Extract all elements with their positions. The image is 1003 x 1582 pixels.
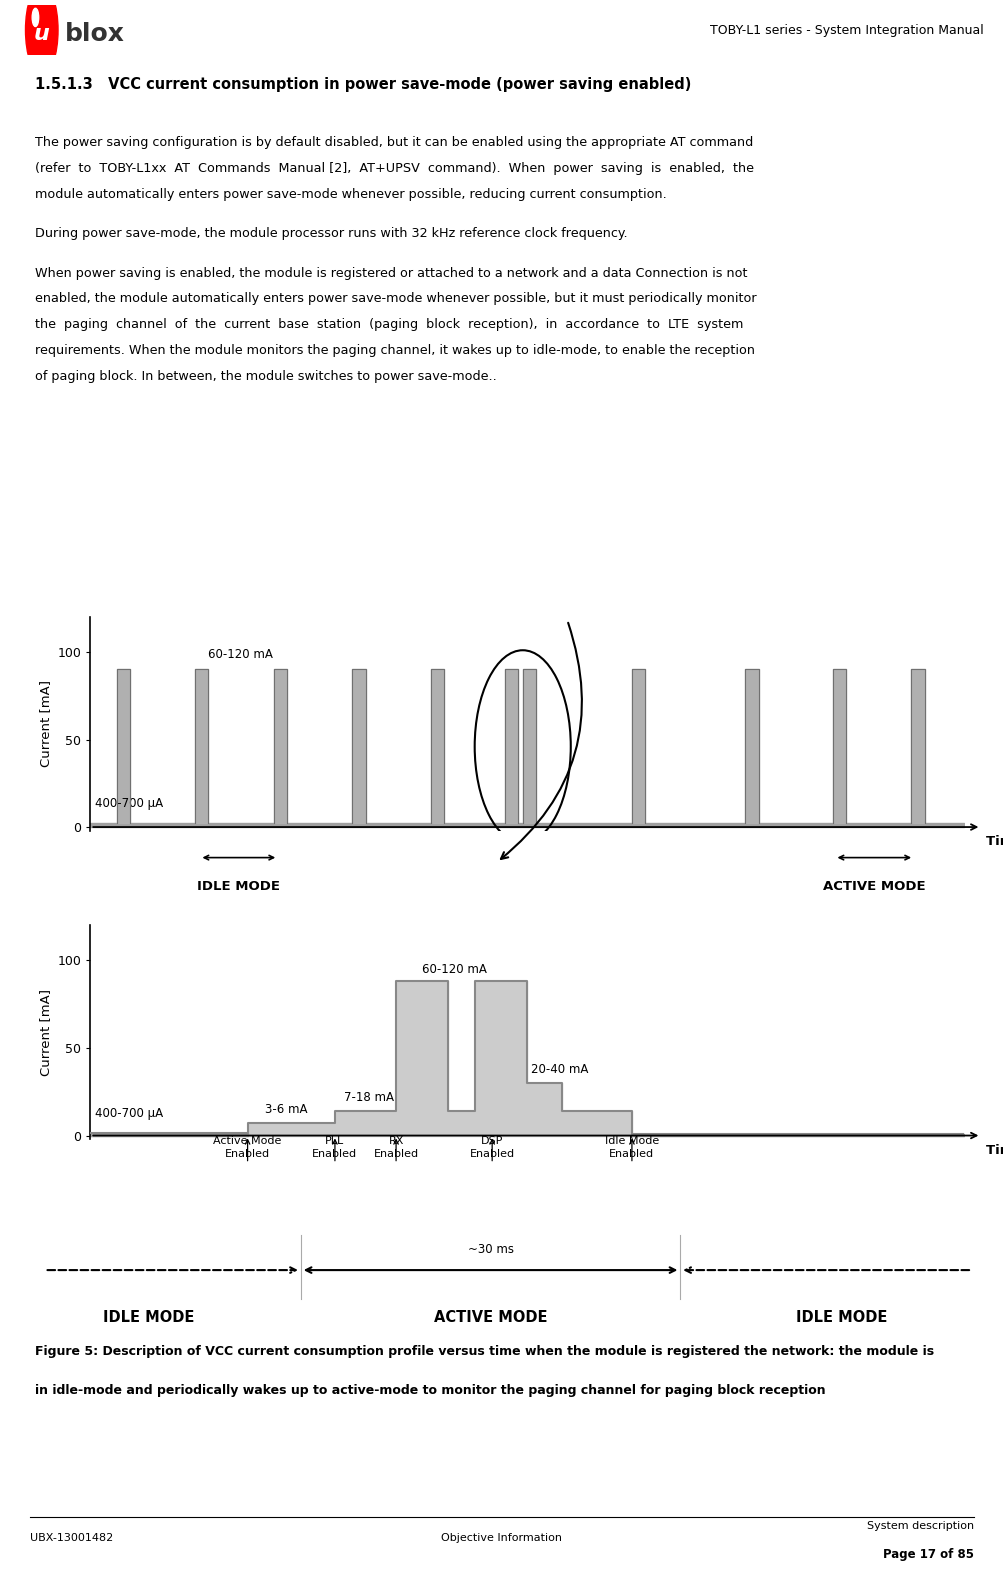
Text: the  paging  channel  of  the  current  base  station  (paging  block  reception: the paging channel of the current base s… xyxy=(35,318,743,331)
Polygon shape xyxy=(744,669,758,823)
Text: blox: blox xyxy=(65,22,125,46)
Polygon shape xyxy=(631,669,644,823)
Polygon shape xyxy=(523,669,536,823)
Text: in idle-mode and periodically wakes up to active-mode to monitor the paging chan: in idle-mode and periodically wakes up t… xyxy=(35,1384,824,1397)
Text: 400-700 µA: 400-700 µA xyxy=(94,1107,162,1120)
Text: Time [s]: Time [s] xyxy=(985,835,1003,848)
Text: Idle Mode
Enabled: Idle Mode Enabled xyxy=(604,1136,658,1158)
Circle shape xyxy=(32,8,39,27)
Text: DSP
Enabled: DSP Enabled xyxy=(469,1136,515,1158)
Text: enabled, the module automatically enters power save-mode whenever possible, but : enabled, the module automatically enters… xyxy=(35,293,756,305)
Text: The power saving configuration is by default disabled, but it can be enabled usi: The power saving configuration is by def… xyxy=(35,136,752,149)
Text: Objective Information: Objective Information xyxy=(441,1533,562,1542)
Text: module automatically enters power save-mode whenever possible, reducing current : module automatically enters power save-m… xyxy=(35,188,666,201)
Text: 0.44-2.09 s: 0.44-2.09 s xyxy=(206,924,272,937)
Text: (refer  to  TOBY-L1xx  AT  Commands  Manual [2],  AT+UPSV  command).  When  powe: (refer to TOBY-L1xx AT Commands Manual [… xyxy=(35,163,753,176)
Polygon shape xyxy=(430,669,443,823)
Text: Page 17 of 85: Page 17 of 85 xyxy=(882,1549,973,1561)
Text: 7-18 mA: 7-18 mA xyxy=(343,1092,393,1104)
Text: IDLE MODE: IDLE MODE xyxy=(795,1310,887,1324)
Text: RX
Enabled: RX Enabled xyxy=(373,1136,418,1158)
Text: 20-40 mA: 20-40 mA xyxy=(531,1063,588,1076)
Y-axis label: Current [mA]: Current [mA] xyxy=(39,680,52,767)
Circle shape xyxy=(25,0,58,76)
Text: PLL
Enabled: PLL Enabled xyxy=(312,1136,357,1158)
Text: ~30 ms: ~30 ms xyxy=(467,1243,514,1256)
Text: During power save-mode, the module processor runs with 32 kHz reference clock fr: During power save-mode, the module proce… xyxy=(35,228,627,240)
Text: requirements. When the module monitors the paging channel, it wakes up to idle-m: requirements. When the module monitors t… xyxy=(35,343,754,358)
Text: of paging block. In between, the module switches to power save-mode..: of paging block. In between, the module … xyxy=(35,370,496,383)
Polygon shape xyxy=(116,669,129,823)
Text: ACTIVE MODE: ACTIVE MODE xyxy=(822,880,925,894)
Text: IDLE MODE: IDLE MODE xyxy=(198,880,280,894)
Text: System description: System description xyxy=(866,1522,973,1531)
Polygon shape xyxy=(352,669,365,823)
Text: Active Mode
Enabled: Active Mode Enabled xyxy=(214,1136,282,1158)
FancyArrowPatch shape xyxy=(500,623,582,859)
Text: IDLE MODE: IDLE MODE xyxy=(103,1310,195,1324)
Text: Figure 5: Description of VCC current consumption profile versus time when the mo: Figure 5: Description of VCC current con… xyxy=(35,1345,934,1357)
Text: 400-700 µA: 400-700 µA xyxy=(94,797,162,810)
Polygon shape xyxy=(274,669,287,823)
Text: Time [ms]: Time [ms] xyxy=(985,1144,1003,1156)
Polygon shape xyxy=(505,669,518,823)
Text: 3-6 mA: 3-6 mA xyxy=(265,1103,307,1117)
Text: u: u xyxy=(34,24,50,44)
Polygon shape xyxy=(832,669,846,823)
Polygon shape xyxy=(911,669,924,823)
Text: ~30 ms: ~30 ms xyxy=(851,924,897,937)
Text: ACTIVE MODE: ACTIVE MODE xyxy=(433,1310,547,1324)
Text: 1.5.1.3   VCC current consumption in power save-mode (power saving enabled): 1.5.1.3 VCC current consumption in power… xyxy=(35,78,691,92)
Text: UBX-13001482: UBX-13001482 xyxy=(30,1533,113,1542)
Text: 60-120 mA: 60-120 mA xyxy=(208,647,273,661)
Text: When power saving is enabled, the module is registered or attached to a network : When power saving is enabled, the module… xyxy=(35,266,747,280)
Text: 60-120 mA: 60-120 mA xyxy=(422,963,486,976)
Text: TOBY-L1 series - System Integration Manual: TOBY-L1 series - System Integration Manu… xyxy=(709,24,983,36)
Y-axis label: Current [mA]: Current [mA] xyxy=(39,989,52,1076)
Polygon shape xyxy=(195,669,208,823)
